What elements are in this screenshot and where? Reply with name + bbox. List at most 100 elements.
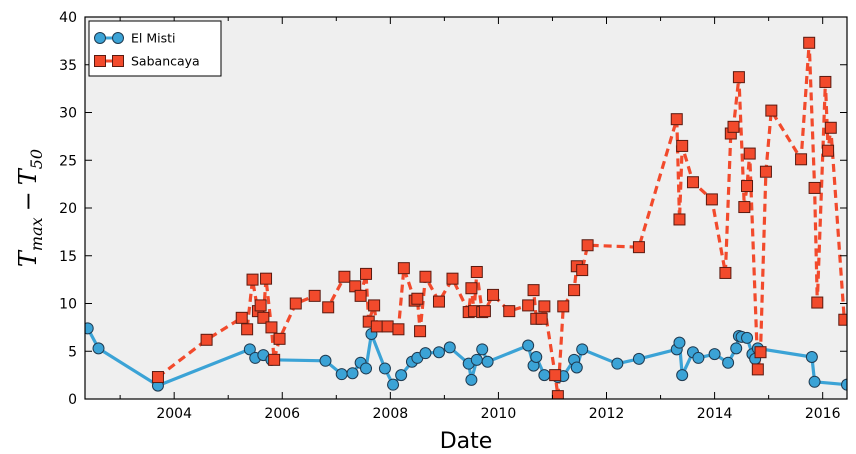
data-point-sabancaya bbox=[268, 353, 281, 366]
y-tick-label: 0 bbox=[68, 392, 77, 408]
data-point-sabancaya bbox=[795, 153, 808, 166]
data-point-sabancaya bbox=[354, 289, 367, 302]
data-point-sabancaya bbox=[151, 371, 164, 384]
data-point-el-misti bbox=[722, 356, 735, 369]
data-point-sabancaya bbox=[727, 120, 740, 133]
y-tick-label: 5 bbox=[68, 344, 77, 360]
data-point-sabancaya bbox=[568, 284, 581, 297]
data-point-sabancaya bbox=[470, 265, 483, 278]
legend-box bbox=[88, 20, 222, 77]
data-point-sabancaya bbox=[308, 289, 321, 302]
data-point-sabancaya bbox=[527, 284, 540, 297]
data-point-sabancaya bbox=[803, 36, 816, 49]
data-point-sabancaya bbox=[265, 321, 278, 334]
x-tick-label: 2006 bbox=[264, 406, 300, 422]
data-point-el-misti bbox=[808, 375, 821, 388]
data-point-sabancaya bbox=[581, 239, 594, 252]
series-line-sabancaya bbox=[157, 41, 846, 398]
data-point-el-misti bbox=[481, 355, 494, 368]
x-tick-label: 2010 bbox=[481, 406, 517, 422]
data-point-el-misti bbox=[387, 378, 400, 391]
data-point-sabancaya bbox=[397, 262, 410, 275]
x-tick-label: 2008 bbox=[373, 406, 409, 422]
data-point-sabancaya bbox=[732, 71, 745, 84]
data-point-sabancaya bbox=[503, 305, 516, 318]
data-point-sabancaya bbox=[368, 299, 381, 312]
data-point-sabancaya bbox=[765, 104, 778, 117]
data-point-el-misti bbox=[538, 369, 551, 382]
legend-marker-el-misti bbox=[94, 32, 106, 44]
data-point-el-misti bbox=[395, 369, 408, 382]
data-point-el-misti bbox=[576, 343, 589, 356]
data-point-sabancaya bbox=[557, 300, 570, 313]
data-point-sabancaya bbox=[549, 369, 562, 382]
y-tick-label: 40 bbox=[59, 10, 77, 26]
x-tick-label: 2004 bbox=[156, 406, 192, 422]
legend-label-sabancaya: Sabancaya bbox=[131, 54, 200, 69]
data-point-sabancaya bbox=[411, 292, 424, 305]
data-point-el-misti bbox=[378, 362, 391, 375]
data-point-sabancaya bbox=[241, 323, 254, 336]
data-point-sabancaya bbox=[754, 346, 767, 359]
data-point-sabancaya bbox=[260, 272, 273, 285]
data-point-el-misti bbox=[530, 350, 543, 363]
data-point-sabancaya bbox=[273, 332, 286, 345]
data-point-el-misti bbox=[841, 378, 847, 391]
data-point-el-misti bbox=[243, 343, 256, 356]
y-tick-label: 15 bbox=[59, 249, 77, 265]
data-point-el-misti bbox=[335, 368, 348, 381]
data-point-el-misti bbox=[741, 331, 754, 344]
data-point-sabancaya bbox=[719, 266, 732, 279]
data-point-el-misti bbox=[443, 341, 456, 354]
data-point-el-misti bbox=[676, 369, 689, 382]
data-point-sabancaya bbox=[381, 320, 394, 333]
legend-label-el-misti: El Misti bbox=[131, 31, 176, 46]
data-point-sabancaya bbox=[200, 333, 213, 346]
series-markers bbox=[85, 36, 847, 399]
data-point-el-misti bbox=[419, 347, 432, 360]
data-point-el-misti bbox=[692, 351, 705, 364]
data-point-sabancaya bbox=[446, 272, 459, 285]
data-point-sabancaya bbox=[705, 193, 718, 206]
data-point-el-misti bbox=[476, 343, 489, 356]
data-point-sabancaya bbox=[465, 282, 478, 295]
y-tick-label: 10 bbox=[59, 297, 77, 313]
data-point-sabancaya bbox=[686, 176, 699, 189]
data-point-el-misti bbox=[470, 353, 483, 366]
data-point-sabancaya bbox=[808, 181, 821, 194]
data-point-sabancaya bbox=[632, 241, 645, 254]
data-point-sabancaya bbox=[360, 267, 373, 280]
x-tick-label: 2012 bbox=[589, 406, 625, 422]
data-point-el-misti bbox=[673, 336, 686, 349]
data-point-sabancaya bbox=[811, 296, 824, 309]
y-tick-label: 30 bbox=[59, 106, 77, 122]
legend: El Misti Sabancaya bbox=[88, 20, 222, 77]
data-point-el-misti bbox=[319, 354, 332, 367]
data-point-sabancaya bbox=[759, 165, 772, 178]
data-point-sabancaya bbox=[478, 305, 491, 318]
data-point-el-misti bbox=[730, 342, 743, 355]
x-tick-label: 2014 bbox=[697, 406, 733, 422]
data-point-el-misti bbox=[85, 322, 94, 335]
data-point-sabancaya bbox=[819, 75, 832, 88]
data-point-sabancaya bbox=[551, 390, 564, 399]
legend-marker-sabancaya bbox=[94, 55, 106, 67]
data-point-sabancaya bbox=[370, 320, 383, 333]
data-point-sabancaya bbox=[235, 311, 248, 324]
data-point-sabancaya bbox=[254, 299, 267, 312]
x-axis-label: Date bbox=[440, 429, 493, 454]
data-point-sabancaya bbox=[743, 147, 756, 160]
y-axis-label: Tmax−T50 bbox=[14, 149, 46, 267]
data-point-sabancaya bbox=[822, 144, 835, 157]
data-point-sabancaya bbox=[741, 180, 754, 193]
data-point-el-misti bbox=[346, 367, 359, 380]
data-point-sabancaya bbox=[535, 312, 548, 325]
data-point-sabancaya bbox=[392, 323, 405, 336]
data-point-sabancaya bbox=[676, 139, 689, 152]
axis-ticks: 2004 2006 2008 2010 2012 2014 2016 0 5 10 15 20 25 30… bbox=[59, 10, 847, 422]
x-tick-label: 2016 bbox=[805, 406, 841, 422]
data-point-el-misti bbox=[570, 361, 583, 374]
legend-item-sabancaya: Sabancaya bbox=[94, 54, 200, 69]
